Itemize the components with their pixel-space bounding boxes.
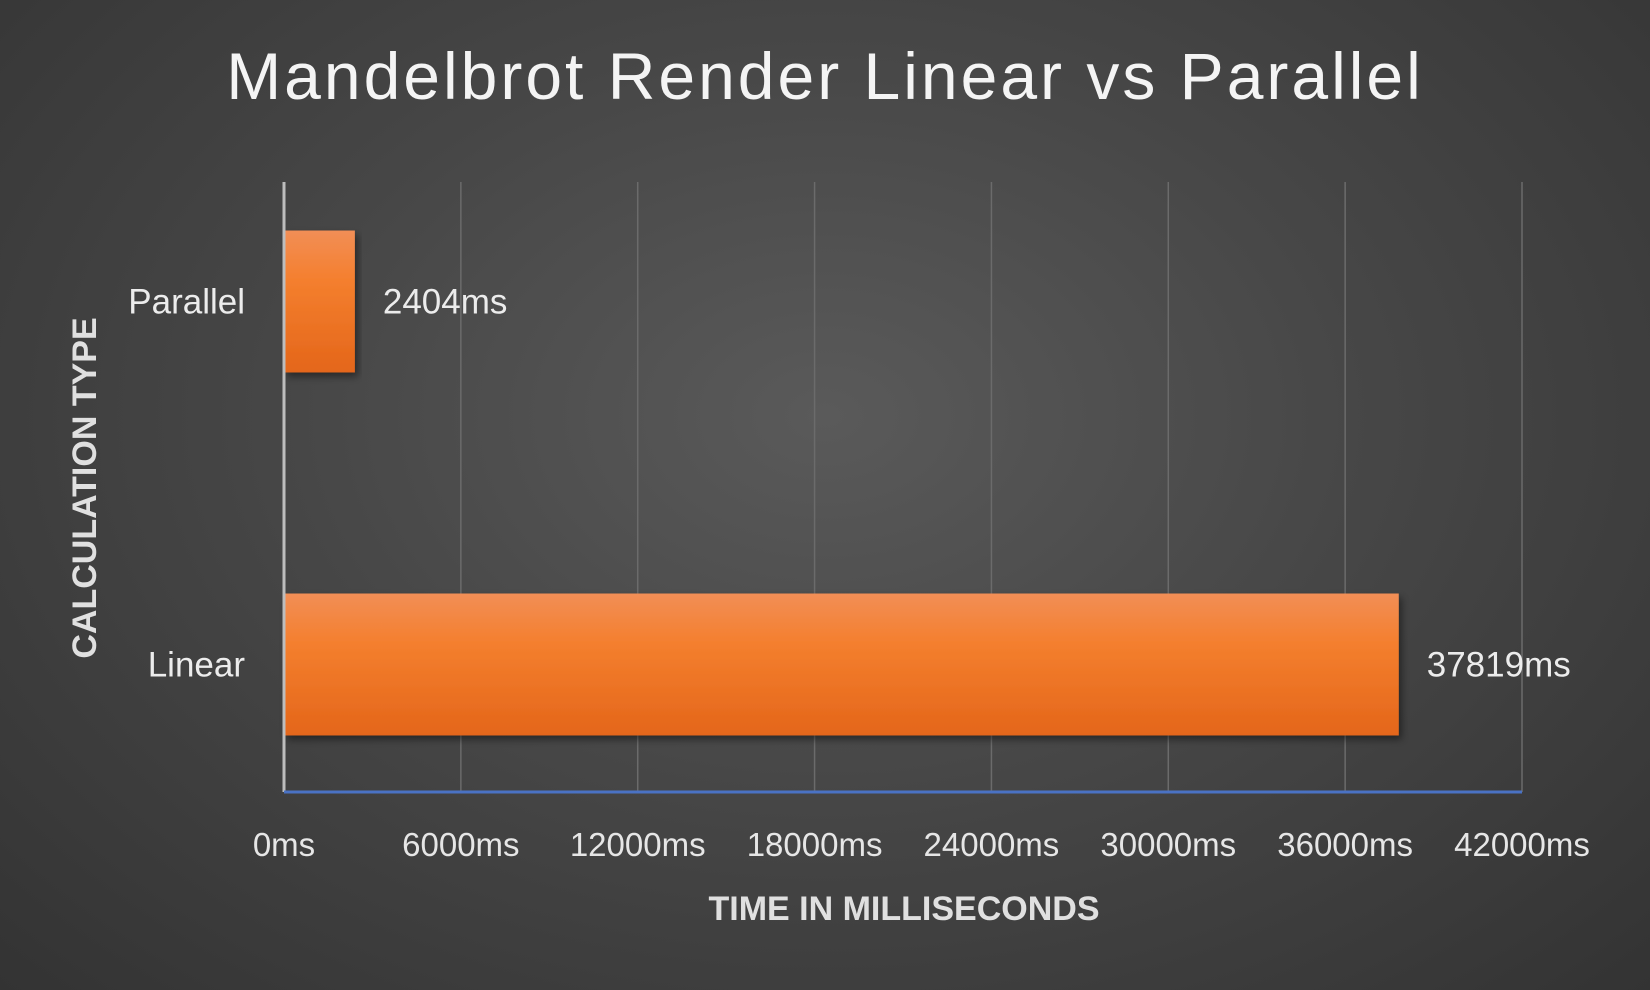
x-tick-label: 12000ms [570, 826, 706, 863]
x-tick-label: 30000ms [1100, 826, 1236, 863]
x-tick-label: 42000ms [1454, 826, 1590, 863]
x-axis-title: TIME IN MILLISECONDS [709, 890, 1100, 928]
category-label: Parallel [128, 283, 245, 322]
bar [284, 230, 355, 373]
x-tick-label: 36000ms [1277, 826, 1413, 863]
x-tick-label: 18000ms [747, 826, 883, 863]
x-tick-label: 24000ms [924, 826, 1060, 863]
bars [284, 230, 1399, 736]
category-label: Linear [148, 646, 246, 685]
data-label: 2404ms [383, 283, 508, 322]
x-tick-label: 6000ms [402, 826, 519, 863]
axes [282, 182, 1522, 794]
data-label: 37819ms [1427, 646, 1571, 685]
labels: 0ms 6000ms 12000ms 18000ms 24000ms 30000ms 360… [128, 283, 1590, 864]
y-axis-title: CALCULATION TYPE [66, 317, 104, 658]
x-tick-label: 0ms [253, 826, 315, 863]
chart-title: Mandelbrot Render Linear vs Parallel [226, 39, 1424, 113]
bar [284, 593, 1399, 736]
